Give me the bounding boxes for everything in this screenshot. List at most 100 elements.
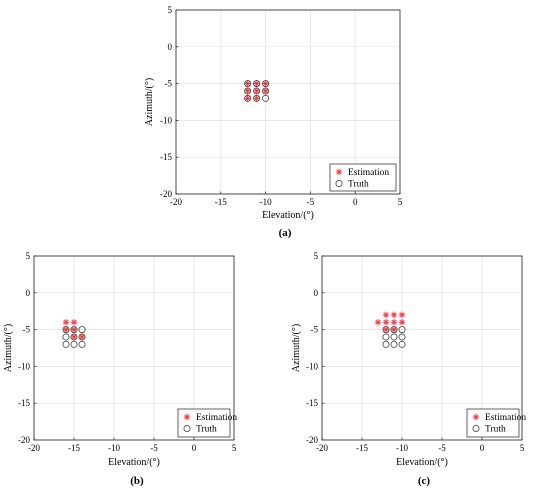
x-axis-label-b: Elevation/(°) [108, 457, 160, 468]
truth-point [253, 80, 261, 88]
y-tick-label: -10 [160, 115, 172, 125]
legend-truth-label: Truth [196, 425, 217, 435]
estimation-point [398, 311, 406, 319]
x-tick-label: 0 [353, 197, 358, 207]
plot-frame-a [175, 9, 401, 195]
y-tick-label: 5 [314, 251, 319, 261]
x-tick-label: 5 [520, 443, 525, 453]
x-tick-label: 0 [480, 443, 485, 453]
legend-truth-label: Truth [348, 180, 369, 190]
panel-b: -20 -15 -10 -5 0 5 5 0 -5 -10 -15 -20 Elevation/(°)… [3, 251, 237, 487]
estimation-point [253, 87, 260, 95]
estimation-point [262, 80, 269, 87]
caption-a: (a) [279, 227, 292, 239]
estimation-point [253, 80, 260, 87]
truth-point [78, 333, 86, 341]
estimation-point [78, 333, 86, 341]
truth-point [253, 87, 261, 95]
y-tick-label: 0 [168, 42, 173, 52]
estimation-point [382, 326, 390, 333]
estimation-point [390, 318, 398, 326]
legend-estimation-label: Estimation [485, 413, 526, 423]
x-tick-label: -15 [356, 443, 368, 453]
estimation-point [253, 95, 260, 102]
y-tick-label: 5 [26, 251, 31, 261]
truth-point [78, 326, 86, 334]
estimation-point [262, 87, 269, 95]
legend-box [177, 408, 231, 438]
panel-a: -20 -15 -10 -5 0 5 5 0 -5 -10 -15 -20 Elevation/(°)… [144, 5, 403, 239]
truth-point [62, 333, 70, 341]
truth-point [62, 340, 70, 348]
truth-point [244, 94, 252, 102]
marks-c [374, 311, 406, 348]
x-tick-label: -15 [215, 197, 227, 207]
truth-point [253, 94, 261, 102]
x-axis-label-a: Elevation/(°) [262, 210, 314, 221]
y-tick-label: -20 [160, 189, 172, 199]
estimation-point [390, 326, 398, 333]
truth-point [390, 333, 398, 341]
y-tick-label: -15 [306, 398, 318, 408]
x-axis-label-c: Elevation/(°) [396, 457, 448, 468]
legend-estimation-label: Estimation [196, 413, 237, 423]
truth-point [382, 340, 390, 348]
x-tick-label: -20 [28, 443, 40, 453]
y-axis-label-a: Azimuth/(°) [144, 78, 155, 126]
legend-box [466, 408, 520, 438]
truth-point [244, 87, 252, 95]
x-tick-label: -5 [438, 443, 446, 453]
panel-c: -20 -15 -10 -5 0 5 5 0 -5 -10 -15 -20 Elevation/(°)… [291, 251, 526, 487]
estimation-point [70, 333, 78, 341]
plot-frame-c [321, 255, 523, 441]
truth-point [390, 326, 398, 334]
truth-point [398, 333, 406, 341]
caption-b: (b) [130, 475, 144, 487]
legend-a: Estimation Truth [329, 163, 397, 192]
legend-b: Estimation Truth [177, 408, 237, 438]
legend-estimation-marker [335, 168, 343, 176]
legend-truth-marker [472, 424, 480, 432]
x-tick-label: 5 [398, 197, 403, 207]
x-tick-label: -20 [170, 197, 182, 207]
estimation-point [244, 95, 251, 102]
estimation-point [70, 326, 78, 333]
ticks-b: -20 -15 -10 -5 0 5 5 0 -5 -10 -15 -20 [18, 251, 237, 453]
truth-point [398, 340, 406, 348]
legend-estimation-marker [183, 413, 191, 421]
truth-point [398, 326, 406, 334]
truth-point [62, 326, 70, 334]
estimation-point [382, 318, 390, 326]
estimation-point [382, 311, 390, 319]
estimation-point [62, 326, 70, 333]
x-tick-label: -20 [316, 443, 328, 453]
estimation-point [244, 87, 251, 95]
ticks-c: -20 -15 -10 -5 0 5 5 0 -5 -10 -15 -20 [306, 251, 525, 453]
y-tick-label: -10 [18, 361, 30, 371]
estimation-point [398, 318, 406, 326]
y-tick-label: 0 [314, 288, 319, 298]
legend-estimation-marker [472, 413, 480, 421]
y-tick-label: -5 [165, 79, 173, 89]
y-tick-label: -5 [23, 325, 31, 335]
y-tick-label: -20 [18, 435, 30, 445]
estimation-point [374, 318, 382, 326]
plot-area-a [176, 10, 400, 194]
truth-point [382, 333, 390, 341]
ticks-a: -20 -15 -10 -5 0 5 5 0 -5 -10 -15 -20 [160, 5, 403, 207]
y-tick-label: -10 [306, 361, 318, 371]
plot-frame-b [33, 255, 235, 441]
y-tick-label: -5 [311, 325, 319, 335]
y-tick-label: -15 [18, 398, 30, 408]
x-tick-label: -15 [68, 443, 80, 453]
truth-point [262, 94, 270, 102]
caption-c: (c) [418, 475, 431, 487]
truth-point [70, 326, 78, 334]
legend-truth-marker [335, 179, 343, 187]
truth-point [262, 80, 270, 88]
y-tick-label: -15 [160, 152, 172, 162]
truth-point [70, 340, 78, 348]
estimation-point [62, 318, 70, 326]
x-tick-label: -10 [396, 443, 408, 453]
